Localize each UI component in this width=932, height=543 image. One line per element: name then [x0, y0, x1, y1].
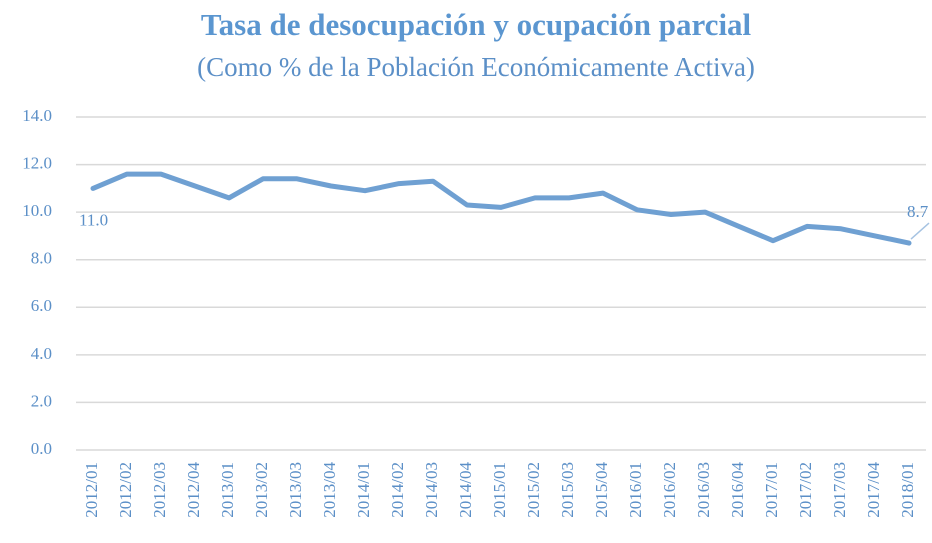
x-tick-label: 2017/03: [830, 462, 849, 518]
x-tick-label: 2017/01: [762, 462, 781, 518]
x-tick-label: 2016/01: [626, 462, 645, 518]
x-tick-label: 2015/02: [524, 462, 543, 518]
x-tick-label: 2013/03: [286, 462, 305, 518]
x-tick-label: 2016/04: [728, 462, 747, 518]
data-label: 8.7: [907, 202, 929, 221]
line-series: [90, 171, 912, 246]
x-tick-label: 2012/04: [184, 462, 203, 518]
chart-subtitle: (Como % de la Población Económicamente A…: [197, 52, 755, 82]
x-tick-label: 2013/04: [320, 462, 339, 518]
y-tick-label: 12.0: [22, 153, 52, 172]
y-tick-label: 4.0: [31, 344, 52, 363]
leader-line: [910, 222, 930, 240]
x-tick-label: 2015/01: [490, 462, 509, 518]
x-tick-label: 2013/02: [252, 462, 271, 518]
x-tick-label: 2018/01: [898, 462, 917, 518]
marks: [90, 171, 912, 246]
y-tick-label: 14.0: [22, 106, 52, 125]
x-tick-label: 2014/01: [354, 462, 373, 518]
x-tick-label: 2014/03: [422, 462, 441, 518]
x-tick-label: 2012/01: [82, 462, 101, 518]
x-tick-label: 2014/02: [388, 462, 407, 518]
x-tick-label: 2017/04: [864, 462, 883, 518]
y-tick-label: 6.0: [31, 296, 52, 315]
x-tick-label: 2016/02: [660, 462, 679, 518]
x-tick-label: 2012/02: [116, 462, 135, 518]
grid: [76, 116, 926, 451]
x-tick-label: 2016/03: [694, 462, 713, 518]
data-label: 11.0: [79, 210, 108, 229]
x-tick-label: 2017/02: [796, 462, 815, 518]
x-tick-label: 2013/01: [218, 462, 237, 518]
y-tick-label: 0.0: [31, 439, 52, 458]
chart-title: Tasa de desocupación y ocupación parcial: [201, 7, 752, 42]
x-tick-label: 2012/03: [150, 462, 169, 518]
x-tick-label: 2015/04: [592, 462, 611, 518]
y-tick-label: 10.0: [22, 201, 52, 220]
y-tick-label: 8.0: [31, 249, 52, 268]
x-tick-label: 2014/04: [456, 462, 475, 518]
y-tick-label: 2.0: [31, 391, 52, 410]
x-tick-label: 2015/03: [558, 462, 577, 518]
